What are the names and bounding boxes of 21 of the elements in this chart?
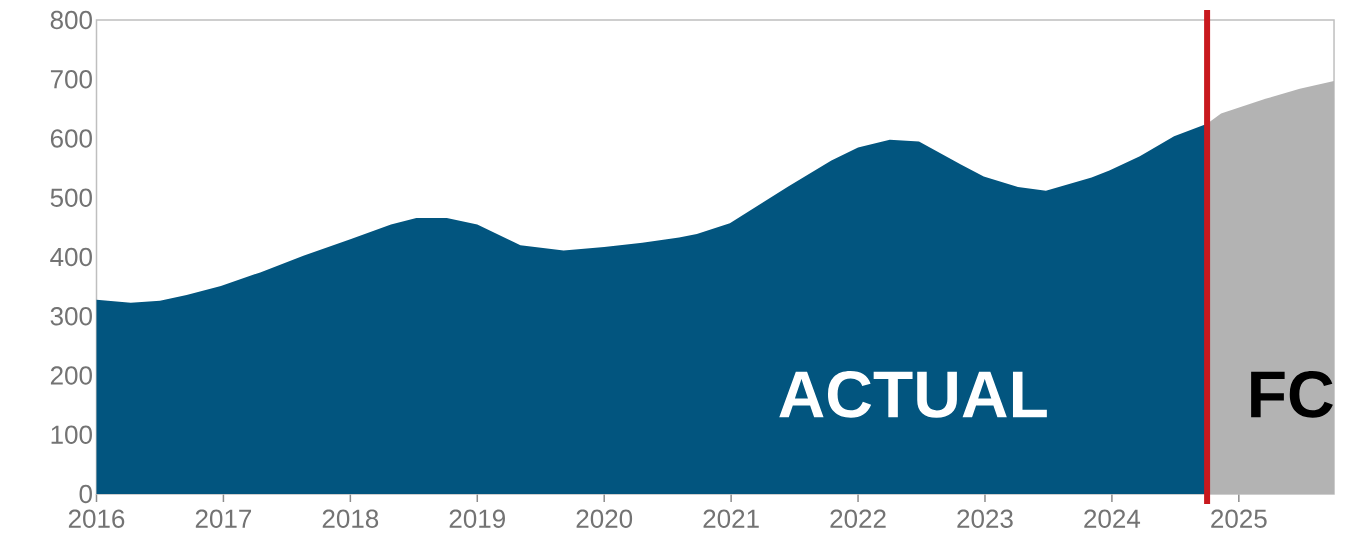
annotation: ACTUAL — [779, 371, 1047, 418]
y-tick-label: 800 — [50, 10, 92, 30]
x-tick-label: 2022 — [830, 509, 886, 528]
y-tick-label: 600 — [50, 129, 92, 148]
x-tick-label: 2024 — [1084, 509, 1141, 528]
y-tick-label: 300 — [50, 307, 92, 326]
x-tick-label: 2025 — [1211, 509, 1267, 528]
y-tick-label: 700 — [50, 70, 92, 89]
x-tick-label: 2017 — [195, 509, 252, 528]
y-tick-label: 400 — [50, 247, 92, 267]
x-tick-label: 2023 — [957, 509, 1013, 528]
annotation: FC — [1251, 371, 1333, 418]
y-tick-label: 100 — [51, 425, 92, 444]
x-tick-label: 2021 — [703, 509, 759, 528]
x-tick-label: 2020 — [576, 509, 633, 528]
x-tick-label: 2018 — [322, 509, 379, 528]
y-tick-label: 200 — [50, 366, 92, 385]
y-tick-label: 0 — [79, 484, 92, 504]
x-tick-label: 2016 — [68, 509, 125, 528]
y-tick-label: 500 — [50, 188, 92, 207]
x-tick-label: 2019 — [449, 509, 505, 528]
